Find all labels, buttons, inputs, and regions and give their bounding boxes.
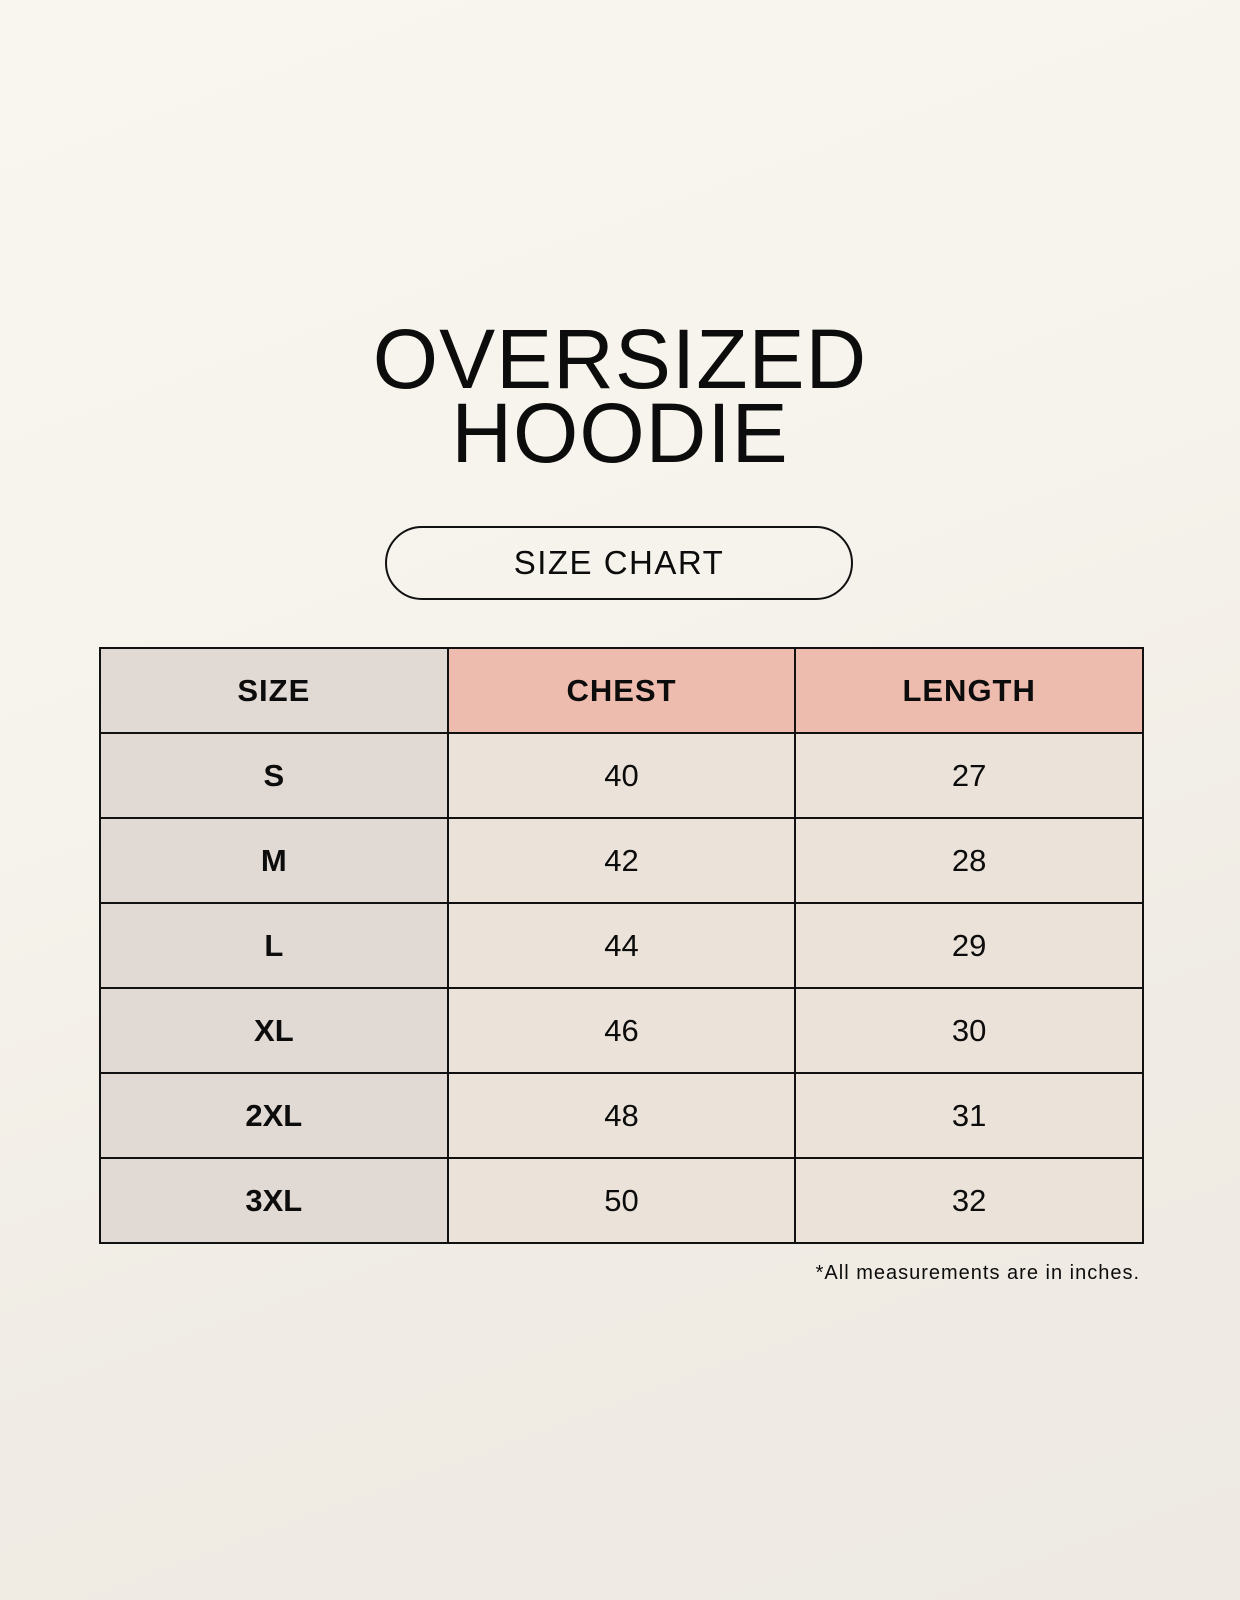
title-line-1: OVERSIZED — [372, 312, 868, 406]
cell-size: M — [99, 817, 449, 904]
cell-chest: 46 — [446, 987, 797, 1074]
table-row: M 42 28 — [99, 817, 1144, 904]
page-title: OVERSIZED HOODIE — [0, 312, 1240, 480]
cell-size: 3XL — [99, 1157, 449, 1244]
cell-length: 31 — [794, 1072, 1144, 1159]
size-chart-label: SIZE CHART — [385, 526, 853, 600]
cell-length: 29 — [794, 902, 1144, 989]
table-row: 2XL 48 31 — [99, 1072, 1144, 1159]
cell-length: 28 — [794, 817, 1144, 904]
cell-size: XL — [99, 987, 449, 1074]
header-chest: CHEST — [446, 647, 797, 734]
cell-size: 2XL — [99, 1072, 449, 1159]
cell-length: 27 — [794, 732, 1144, 819]
cell-chest: 50 — [446, 1157, 797, 1244]
table-row: XL 46 30 — [99, 987, 1144, 1074]
table-row: L 44 29 — [99, 902, 1144, 989]
cell-length: 30 — [794, 987, 1144, 1074]
table-row: S 40 27 — [99, 732, 1144, 819]
header-size: SIZE — [99, 647, 449, 734]
cell-length: 32 — [794, 1157, 1144, 1244]
cell-chest: 42 — [446, 817, 797, 904]
cell-size: L — [99, 902, 449, 989]
size-table: SIZE CHEST LENGTH S 40 27 M 42 28 L 44 29 XL 46 30 2… — [99, 647, 1144, 1244]
cell-chest: 48 — [446, 1072, 797, 1159]
title-line-2: HOODIE — [451, 386, 789, 480]
cell-size: S — [99, 732, 449, 819]
cell-chest: 44 — [446, 902, 797, 989]
table-row: 3XL 50 32 — [99, 1157, 1144, 1244]
table-header-row: SIZE CHEST LENGTH — [99, 647, 1144, 734]
cell-chest: 40 — [446, 732, 797, 819]
footnote: *All measurements are in inches. — [815, 1262, 1140, 1284]
header-length: LENGTH — [794, 647, 1144, 734]
